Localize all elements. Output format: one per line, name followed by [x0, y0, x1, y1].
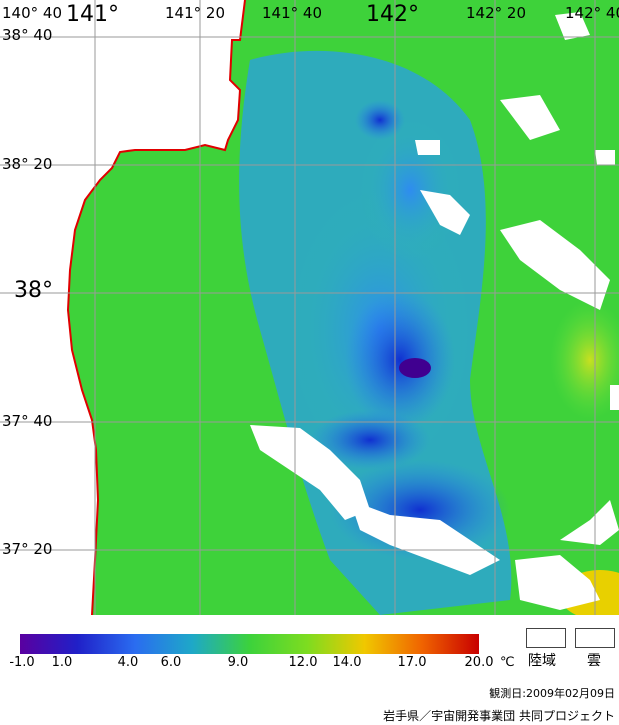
cloud-key-swatch — [575, 628, 615, 648]
sst-map: 140° 40 141° 141° 20 141° 40 142° 142° 2… — [0, 0, 619, 615]
legend-tick: 1.0 — [51, 655, 73, 670]
legend-tick: 20.0 — [464, 655, 494, 670]
observation-date: 観測日:2009年02月09日 — [489, 687, 615, 700]
temperature-colorbar — [20, 634, 479, 654]
legend-tick: 9.0 — [227, 655, 249, 670]
land-key-label: 陸域 — [528, 653, 556, 669]
lat-label-38-20: 38° 20 — [2, 155, 53, 173]
legend-tick: 6.0 — [160, 655, 182, 670]
lon-label-141-40: 141° 40 — [262, 4, 322, 22]
legend-unit: ℃ — [500, 655, 515, 670]
lon-label-141: 141° — [66, 2, 119, 27]
lon-label-142: 142° — [366, 2, 419, 27]
sst-map-image — [0, 0, 619, 615]
legend-tick: 17.0 — [397, 655, 427, 670]
cloud-key-label: 雲 — [587, 653, 601, 669]
lat-label-37-40: 37° 40 — [2, 412, 53, 430]
credit-text: 岩手県／宇宙開発事業団 共同プロジェクト — [383, 709, 615, 723]
lon-label-142-40: 142° 40 — [565, 4, 619, 22]
lat-label-37-20: 37° 20 — [2, 540, 53, 558]
lat-label-38: 38° — [14, 278, 53, 303]
land-key-swatch — [526, 628, 566, 648]
lat-label-38-40: 38° 40 — [2, 26, 53, 44]
legend-tick: 14.0 — [332, 655, 362, 670]
legend-tick: 12.0 — [288, 655, 318, 670]
legend-tick: -1.0 — [9, 655, 35, 670]
lon-label-142-20: 142° 20 — [466, 4, 526, 22]
legend-tick: 4.0 — [117, 655, 139, 670]
lon-label-140-40: 140° 40 — [2, 4, 62, 22]
lon-label-141-20: 141° 20 — [165, 4, 225, 22]
